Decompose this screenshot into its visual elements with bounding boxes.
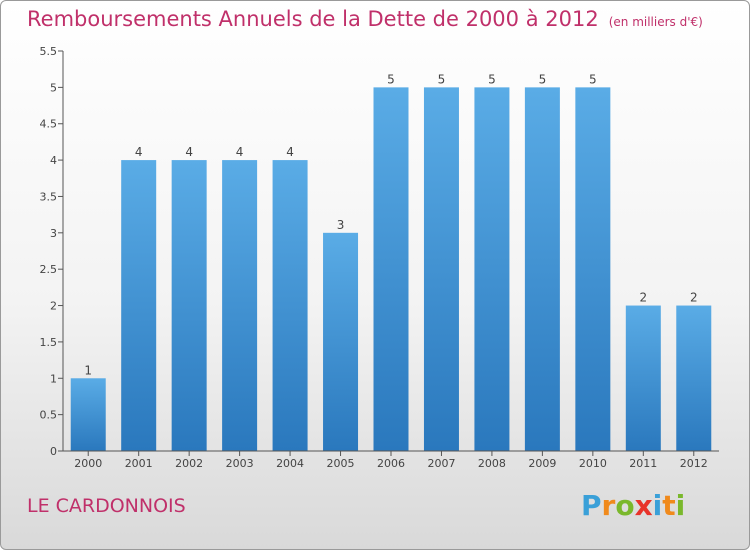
logo-letter: r — [601, 489, 616, 522]
chart-title: Remboursements Annuels de la Dette de 20… — [27, 7, 703, 31]
bar-value-label: 5 — [387, 72, 395, 86]
bar-value-label: 1 — [84, 363, 92, 377]
x-tick-label: 2004 — [276, 457, 304, 470]
y-tick-label: 5 — [50, 81, 57, 94]
x-tick-label: 2011 — [629, 457, 657, 470]
x-tick-label: 2010 — [579, 457, 607, 470]
bar-2000 — [70, 378, 106, 451]
bar-value-label: 3 — [337, 218, 345, 232]
x-tick-label: 2012 — [680, 457, 708, 470]
y-tick-label: 0 — [50, 445, 57, 458]
y-tick-label: 1.5 — [40, 336, 58, 349]
bar-value-label: 2 — [639, 291, 647, 305]
y-tick-label: 4 — [50, 154, 57, 167]
bars: 1 4 4 4 4 3 5 5 5 5 5 2 2 — [70, 72, 712, 451]
bar-value-label: 5 — [589, 72, 597, 86]
x-axis: 2000 2001 2002 2003 2004 2005 2006 2007 2008 2009… — [63, 450, 719, 470]
bar-value-label: 2 — [690, 291, 698, 305]
x-tick-label: 2006 — [377, 457, 405, 470]
x-tick-label: 2008 — [478, 457, 506, 470]
y-tick-label: 2.5 — [40, 263, 58, 276]
y-tick-label: 3 — [50, 227, 57, 240]
bar-2012 — [676, 305, 712, 451]
y-tick-label: 4.5 — [40, 118, 58, 131]
x-tick-label: 2001 — [125, 457, 153, 470]
bar-2009 — [524, 87, 560, 451]
bar-value-label: 5 — [438, 72, 446, 86]
commune-name: LE CARDONNOIS — [27, 495, 186, 517]
y-tick-label: 0.5 — [40, 409, 58, 422]
logo-letter: t — [662, 489, 676, 522]
x-tick-label: 2007 — [427, 457, 455, 470]
y-tick-label: 1 — [50, 372, 57, 385]
x-tick-label: 2009 — [528, 457, 556, 470]
chart-unit: (en milliers d'€) — [608, 15, 703, 29]
x-tick-label: 2000 — [74, 457, 102, 470]
logo-letter: P — [581, 489, 602, 522]
y-axis: 0 0.5 1 1.5 2 2.5 3 3.5 4 4.5 5 5.5 — [40, 45, 64, 458]
bar-2002 — [171, 160, 207, 451]
y-tick-label: 2 — [50, 300, 57, 313]
bar-value-label: 4 — [185, 145, 193, 159]
x-tick-label: 2003 — [226, 457, 254, 470]
bar-2011 — [625, 305, 661, 451]
bar-2006 — [373, 87, 409, 451]
bar-2008 — [474, 87, 510, 451]
bar-2004 — [272, 160, 308, 451]
logo-letter: i — [652, 489, 663, 522]
x-tick-label: 2002 — [175, 457, 203, 470]
x-tick-label: 2005 — [327, 457, 355, 470]
bar-value-label: 4 — [236, 145, 244, 159]
y-tick-label: 5.5 — [40, 45, 58, 58]
bar-2003 — [222, 160, 258, 451]
chart-title-text: Remboursements Annuels de la Dette de 20… — [27, 7, 599, 31]
bar-value-label: 4 — [286, 145, 294, 159]
logo-letter: o — [615, 489, 635, 522]
bar-value-label: 5 — [488, 72, 496, 86]
bar-2007 — [423, 87, 459, 451]
y-tick-label: 3.5 — [40, 190, 58, 203]
bar-value-label: 5 — [539, 72, 547, 86]
bar-2001 — [121, 160, 157, 451]
bar-2010 — [575, 87, 611, 451]
bar-value-label: 4 — [135, 145, 143, 159]
bar-2005 — [323, 232, 359, 451]
logo-letter: i — [675, 489, 686, 522]
logo-letter: x — [634, 489, 653, 522]
proxiti-logo: Proxiti — [581, 489, 685, 522]
